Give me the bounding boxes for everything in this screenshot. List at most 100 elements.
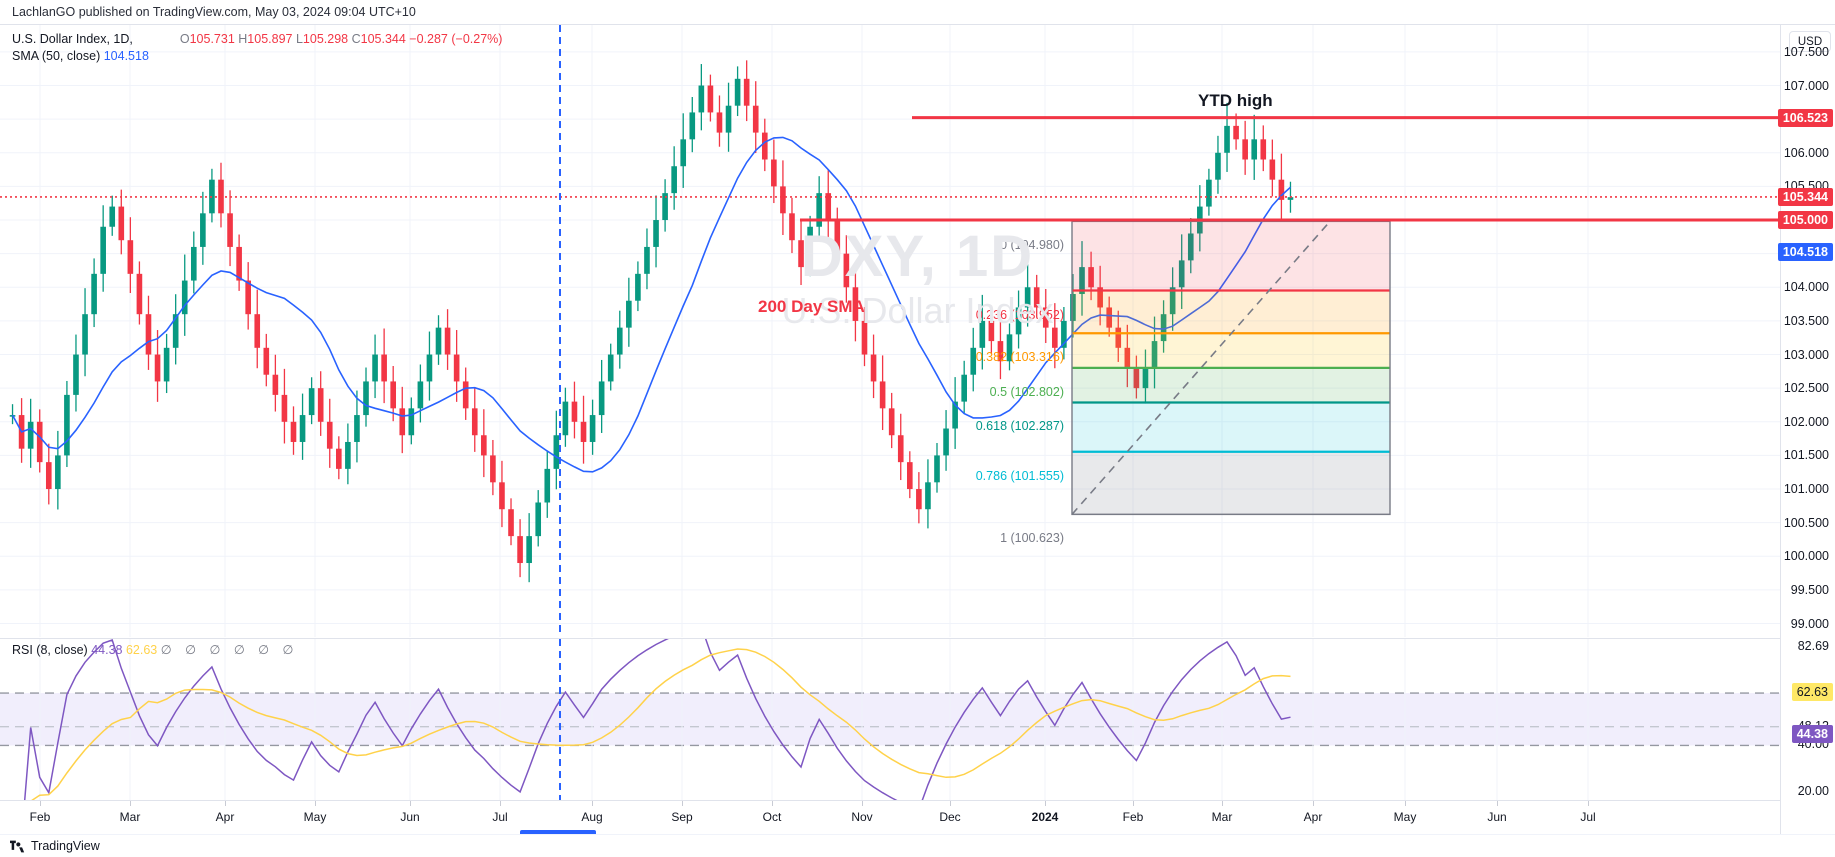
price-legend-row1: U.S. Dollar Index, 1D, O105.731 H105.897… <box>12 31 502 48</box>
fib-label-0.618[interactable]: 0.618 (102.287) <box>975 419 1064 434</box>
tradingview-logo-icon <box>10 839 25 854</box>
time-tick <box>40 801 41 806</box>
rsi-badge-purple[interactable]: 44.38 <box>1791 725 1833 744</box>
fib-label-0.786[interactable]: 0.786 (101.555) <box>975 468 1064 483</box>
time-tick-label: Jul <box>492 810 508 824</box>
time-tick <box>500 801 501 806</box>
time-tick <box>950 801 951 806</box>
chart-frame: 0 (104.980) 0.236 (103.952) 0.382 (103.316… <box>0 24 1835 848</box>
fib-label-0.5[interactable]: 0.5 (102.802) <box>989 384 1064 399</box>
time-tick <box>1405 801 1406 806</box>
rsi-legend: RSI (8, close) 44.38 62.63 ∅ ∅ ∅ ∅ ∅ ∅ <box>12 642 298 659</box>
price-tick-label: 107.500 <box>1783 44 1829 59</box>
time-tick <box>1588 801 1589 806</box>
publish-info-bar: LachlanGO published on TradingView.com, … <box>0 0 1835 24</box>
time-tick-label: Feb <box>1122 810 1144 824</box>
rsi-pane[interactable] <box>0 638 1780 801</box>
rsi-legend-title[interactable]: RSI (8, close) <box>12 643 88 657</box>
time-tick-label: May <box>303 810 327 824</box>
time-tick-label: Nov <box>851 810 873 824</box>
price-tick-label: 102.000 <box>1783 414 1829 429</box>
rsi-legend-empty-slots: ∅ ∅ ∅ ∅ ∅ ∅ <box>160 643 299 657</box>
time-tick-label: Sep <box>671 810 693 824</box>
rsi-chart-svg <box>0 639 1780 801</box>
time-tick-label: Mar <box>119 810 141 824</box>
price-badge-red[interactable]: 106.523 <box>1777 108 1833 127</box>
time-tick-label: 2024 <box>1031 810 1059 824</box>
time-tick-label: Apr <box>1303 810 1323 824</box>
price-legend-row2: SMA (50, close) 104.518 <box>12 48 502 65</box>
price-tick-label: 100.000 <box>1783 549 1829 564</box>
price-tick-label: 103.500 <box>1783 313 1829 328</box>
time-tick <box>1497 801 1498 806</box>
sma200-annotation[interactable]: 200 Day SMA <box>758 297 865 316</box>
price-tick-label: 102.500 <box>1783 381 1829 396</box>
publish-text: LachlanGO published on TradingView.com, … <box>12 5 416 19</box>
ohlc-change-pct: (−0.27%) <box>451 32 503 46</box>
price-tick-label: 106.000 <box>1783 145 1829 160</box>
fib-label-1[interactable]: 1 (100.623) <box>1000 531 1064 546</box>
sma-legend-value: 104.518 <box>103 49 149 63</box>
ohlc-o-label: O <box>179 32 190 46</box>
price-pane[interactable]: 0 (104.980) 0.236 (103.952) 0.382 (103.316… <box>0 25 1780 637</box>
price-tick-label: 101.000 <box>1783 482 1829 497</box>
price-tick-label: 104.000 <box>1783 280 1829 295</box>
rsi-badge-yellow[interactable]: 62.63 <box>1791 683 1833 702</box>
time-tick-label: Jul <box>1580 810 1596 824</box>
time-tick-label: Mar <box>1211 810 1233 824</box>
fib-label-0[interactable]: 0 (104.980) <box>1000 238 1064 253</box>
time-tick <box>1313 801 1314 806</box>
rsi-legend-ma-value: 62.63 <box>125 643 158 657</box>
time-tick-label: Jun <box>400 810 420 824</box>
ohlc-h-value: 105.897 <box>247 32 293 46</box>
ohlc-change: −0.287 <box>409 32 448 46</box>
fib-label-0.382[interactable]: 0.382 (103.316) <box>975 350 1064 365</box>
time-tick-label: Aug <box>581 810 603 824</box>
time-tick <box>315 801 316 806</box>
time-tick <box>862 801 863 806</box>
price-tick-label: 100.500 <box>1783 515 1829 530</box>
price-tick-label: 107.000 <box>1783 78 1829 93</box>
time-tick-label: Apr <box>215 810 235 824</box>
ohlc-o-value: 105.731 <box>189 32 235 46</box>
rsi-tick-label: 20.00 <box>1797 783 1829 798</box>
price-badge-red[interactable]: 105.344 <box>1777 187 1833 206</box>
symbol-title[interactable]: U.S. Dollar Index, 1D, <box>12 32 133 46</box>
ytd-high-annotation[interactable]: YTD high <box>1198 91 1273 110</box>
time-tick <box>410 801 411 806</box>
time-tick <box>592 801 593 806</box>
fib-label-0.236[interactable]: 0.236 (103.952) <box>975 307 1064 322</box>
ohlc-l-value: 105.298 <box>302 32 349 46</box>
price-tick-label: 99.000 <box>1790 616 1829 631</box>
price-tick-label: 99.500 <box>1790 582 1829 597</box>
time-tick-label: Oct <box>762 810 782 824</box>
ohlc-h-label: H <box>238 32 248 46</box>
ohlc-c-label: C <box>351 32 361 46</box>
time-tick <box>225 801 226 806</box>
price-badge-blue[interactable]: 104.518 <box>1777 243 1833 262</box>
footer-bar: TradingView <box>0 834 1835 857</box>
price-badge-red[interactable]: 105.000 <box>1777 211 1833 230</box>
sma-legend-title[interactable]: SMA (50, close) <box>12 49 101 63</box>
footer-brand: TradingView <box>31 839 100 853</box>
time-axis[interactable]: Feb Mar Apr May Jun Jul Aug Sep Oct Nov Dec 2024 Feb… <box>0 800 1780 834</box>
price-tick-label: 103.000 <box>1783 347 1829 362</box>
time-tick-label: Jun <box>1487 810 1507 824</box>
price-axis[interactable]: USD 107.500 107.000 106.000 105.500 104.000 1… <box>1777 25 1835 834</box>
rsi-tick-label: 82.69 <box>1797 638 1829 653</box>
time-tick <box>682 801 683 806</box>
price-legend: U.S. Dollar Index, 1D, O105.731 H105.897… <box>12 31 502 65</box>
currency-chip[interactable]: USD <box>1789 31 1831 52</box>
time-tick <box>1045 801 1046 806</box>
time-tick <box>1133 801 1134 806</box>
ohlc-l-label: L <box>295 32 303 46</box>
price-tick-label: 101.500 <box>1783 448 1829 463</box>
time-tick <box>130 801 131 806</box>
price-chart-svg <box>0 25 1780 637</box>
time-tick-label: Feb <box>29 810 51 824</box>
time-tick <box>1222 801 1223 806</box>
time-tick-label: Dec <box>939 810 961 824</box>
time-tick-label: May <box>1393 810 1417 824</box>
time-tick <box>772 801 773 806</box>
rsi-legend-value: 44.38 <box>91 643 123 657</box>
